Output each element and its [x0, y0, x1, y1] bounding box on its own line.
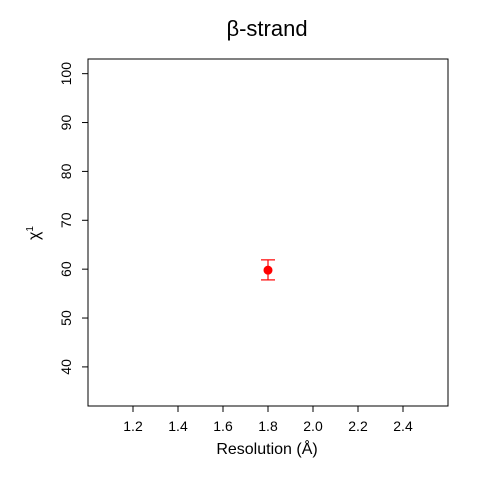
x-tick-label: 2.0: [303, 418, 323, 434]
x-tick-label: 1.2: [123, 418, 143, 434]
x-axis: 1.2 1.4 1.6 1.8 2.0 2.2 2.4: [123, 406, 413, 434]
x-tick-label: 2.4: [393, 418, 413, 434]
x-axis-label: Resolution (Å): [216, 439, 317, 458]
y-tick-label: 90: [58, 115, 74, 131]
x-tick-label: 1.4: [168, 418, 188, 434]
y-axis-label-superscript: 1: [25, 226, 36, 232]
y-tick-label: 80: [58, 163, 74, 179]
x-tick-label: 2.2: [348, 418, 368, 434]
x-tick-label: 1.8: [258, 418, 278, 434]
data-point: [263, 265, 273, 275]
series-layer: [261, 259, 275, 281]
y-tick-label: 60: [58, 261, 74, 277]
y-axis-label-group: χ1: [25, 226, 43, 240]
y-tick-label: 40: [58, 359, 74, 375]
y-tick-label: 100: [58, 62, 74, 86]
y-tick-label: 50: [58, 310, 74, 326]
y-axis-label: χ1: [25, 226, 43, 240]
x-tick-label: 1.6: [213, 418, 233, 434]
y-axis-label-main: χ: [26, 231, 43, 240]
chart-title: β-strand: [226, 16, 307, 41]
y-tick-label: 70: [58, 212, 74, 228]
y-axis: 40 50 60 70 80 90 100: [58, 62, 88, 375]
